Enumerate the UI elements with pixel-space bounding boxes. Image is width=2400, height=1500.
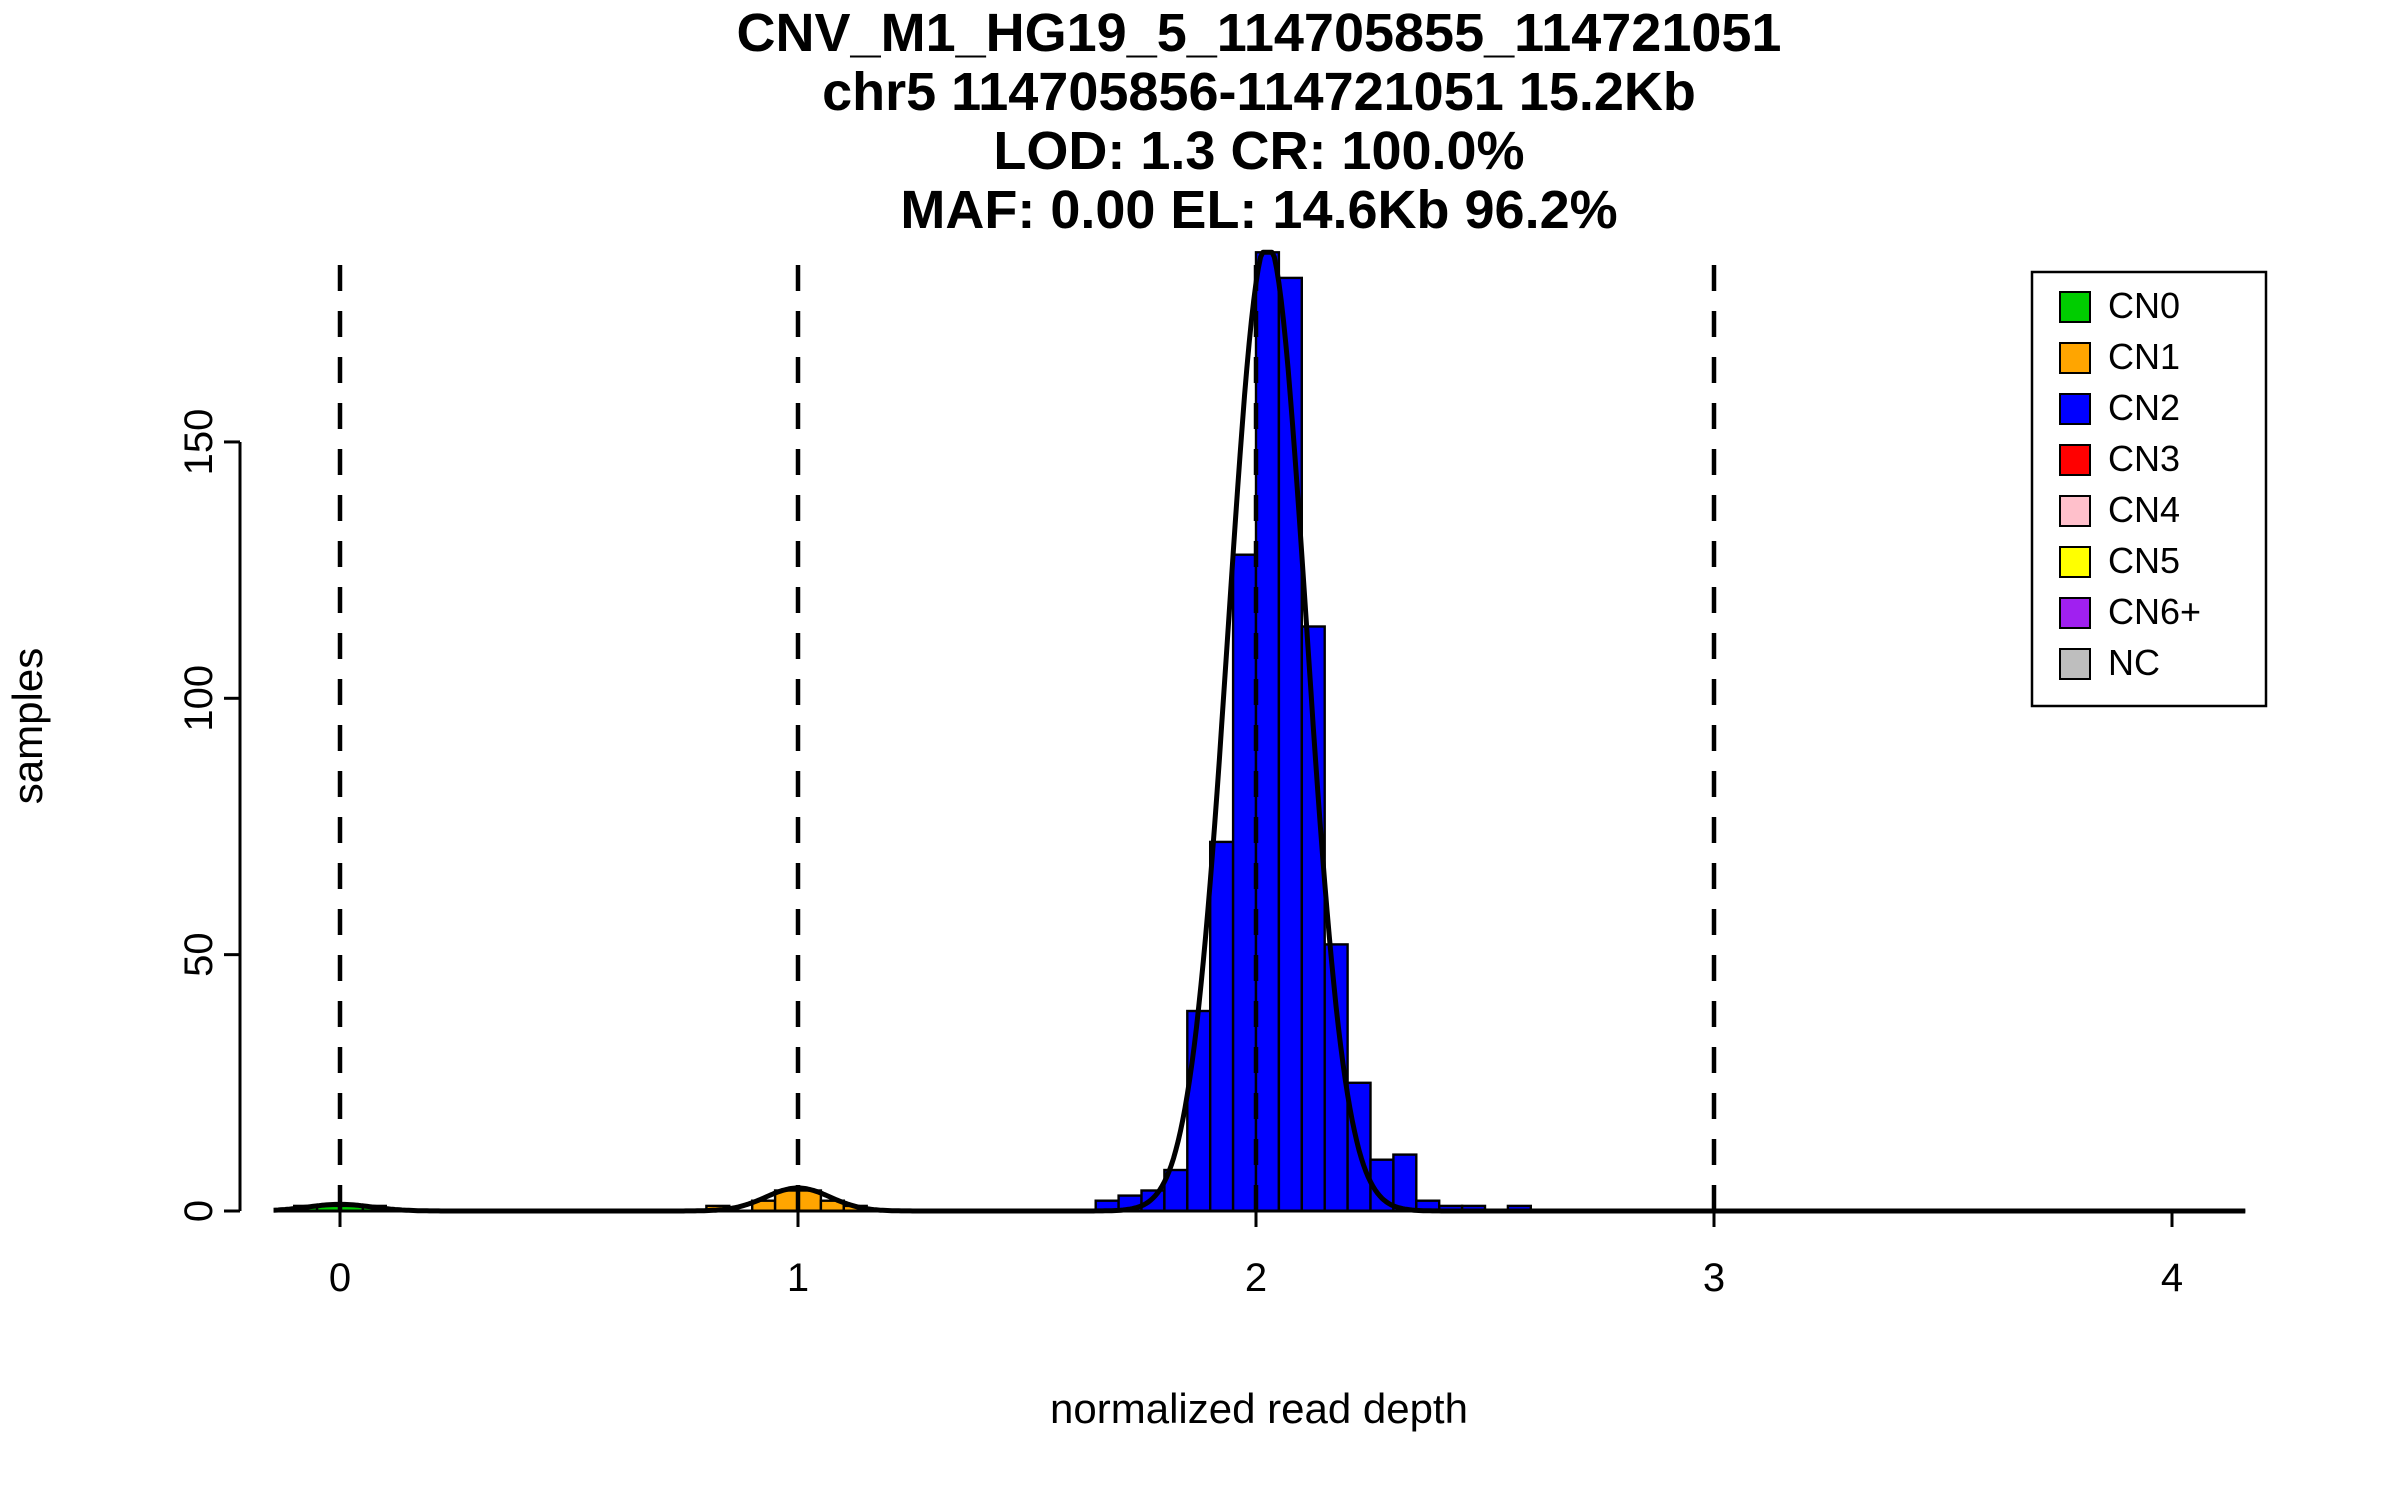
hist-bar-cn2 [1254, 251, 1281, 1213]
hist-bar-cn2 [1392, 1153, 1418, 1213]
x-axis-label: normalized read depth [1050, 1385, 1468, 1432]
legend-label-cn1: CN1 [2108, 336, 2180, 377]
y-tick-label: 150 [177, 409, 221, 476]
hist-bar-cn2 [1208, 840, 1235, 1213]
legend-swatch-cn2 [2059, 393, 2091, 425]
legend-label-cn4: CN4 [2108, 489, 2180, 530]
y-tick-label: 50 [177, 932, 221, 977]
legend-swatch-cn5 [2059, 546, 2091, 578]
hist-bar-cn2 [1186, 1009, 1212, 1213]
legend-swatch-cn3 [2059, 444, 2091, 476]
x-tick-label: 3 [1703, 1256, 1725, 1300]
y-tick-label: 0 [177, 1200, 221, 1222]
legend-label-cn5: CN5 [2108, 540, 2180, 581]
hist-bar-cn2 [1231, 553, 1258, 1213]
x-tick-label: 0 [329, 1256, 351, 1300]
title-line-4: MAF: 0.00 EL: 14.6Kb 96.2% [900, 180, 1617, 240]
x-tick-label: 4 [2161, 1256, 2183, 1300]
legend-label-nc: NC [2108, 642, 2160, 683]
legend-label-cn2: CN2 [2108, 387, 2180, 428]
title-line-2: chr5 114705856-114721051 15.2Kb [822, 62, 1696, 122]
title-line-3: LOD: 1.3 CR: 100.0% [993, 121, 1524, 181]
legend-swatch-cn1 [2059, 342, 2091, 374]
legend-swatch-cn6plus [2059, 597, 2091, 629]
legend-label-cn0: CN0 [2108, 285, 2180, 326]
legend-swatch-cn0 [2059, 291, 2091, 323]
y-tick-label: 100 [177, 665, 221, 732]
legend-label-cn3: CN3 [2108, 438, 2180, 479]
title-line-1: CNV_M1_HG19_5_114705855_114721051 [737, 3, 1782, 63]
x-tick-label: 1 [787, 1256, 809, 1300]
x-tick-label: 2 [1245, 1256, 1267, 1300]
legend-swatch-cn4 [2059, 495, 2091, 527]
y-axis-label: samples [4, 648, 51, 804]
legend-swatch-nc [2059, 648, 2091, 680]
legend-label-cn6plus: CN6+ [2108, 591, 2201, 632]
